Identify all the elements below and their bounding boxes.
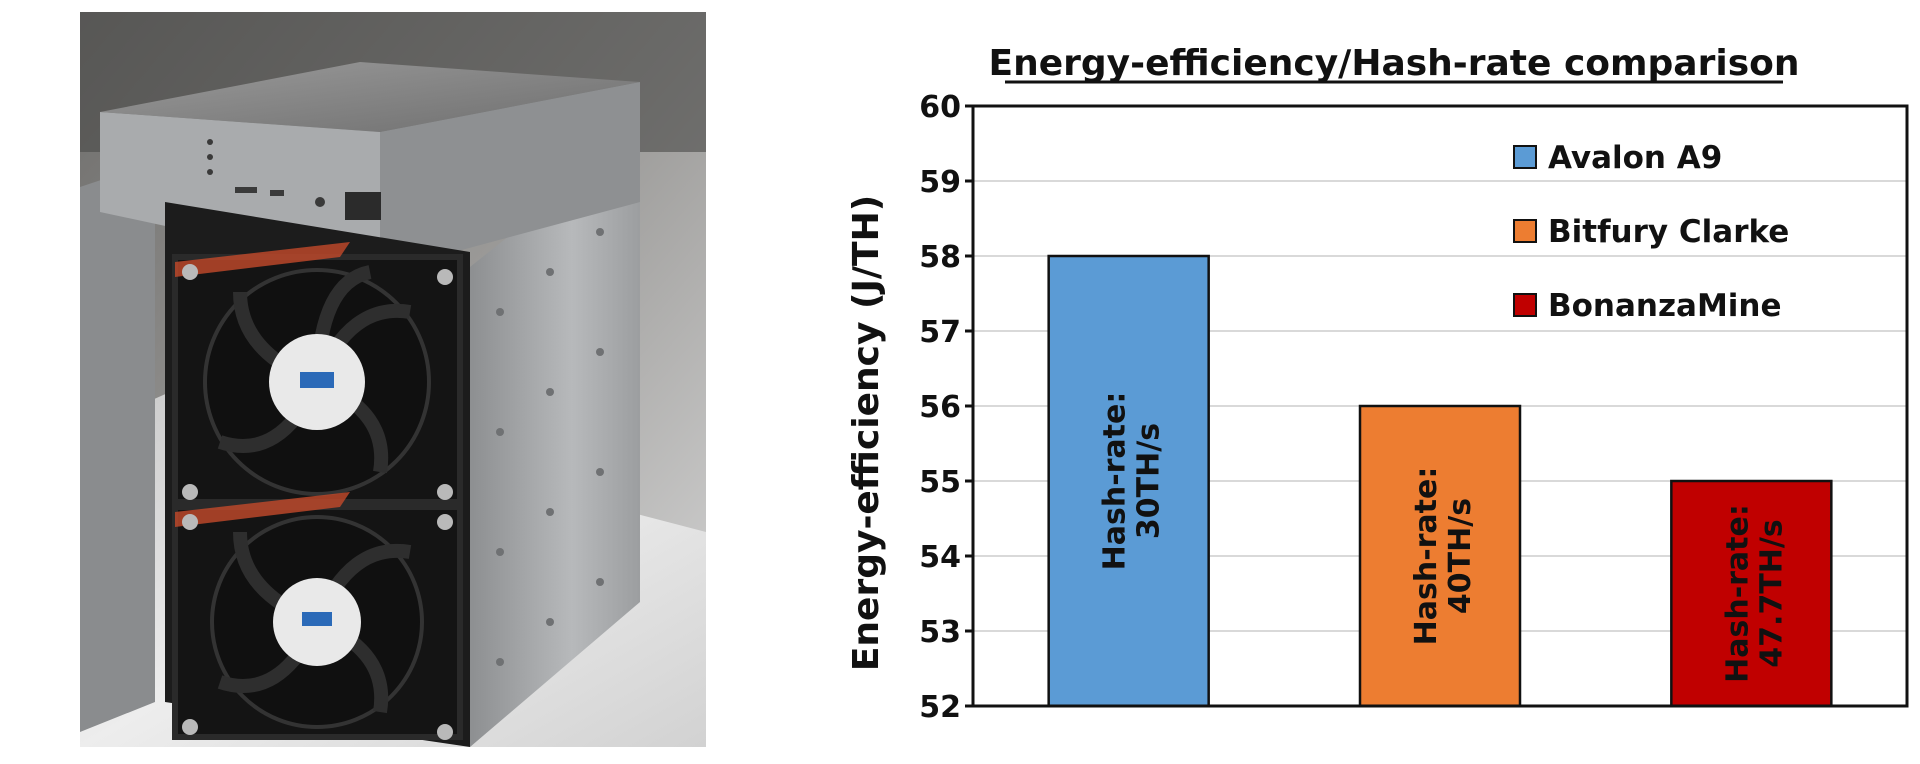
legend-swatch xyxy=(1513,145,1537,169)
bar-data-label-line: 47.7TH/s xyxy=(1754,519,1789,667)
y-tick-label: 52 xyxy=(919,690,961,725)
legend: Avalon A9 Bitfury Clarke BonanzaMine xyxy=(1513,140,1789,324)
bar-data-label-line: Hash-rate: xyxy=(1720,504,1755,683)
bar-data-label-line: Hash-rate: xyxy=(1409,467,1444,646)
mining-rig-photo xyxy=(80,12,706,747)
legend-label: BonanzaMine xyxy=(1548,288,1782,324)
bar-data-label-line: 40TH/s xyxy=(1443,498,1478,614)
bar-data-label-line: Hash-rate: xyxy=(1098,392,1133,571)
y-tick-label: 56 xyxy=(919,390,961,425)
y-tick-label: 59 xyxy=(919,165,961,200)
y-tick-label: 60 xyxy=(919,90,961,125)
bar-data-label-line: 30TH/s xyxy=(1132,423,1167,539)
y-tick-label: 58 xyxy=(919,240,961,275)
legend-label: Avalon A9 xyxy=(1548,140,1722,176)
bar-data-label: Hash-rate:40TH/s xyxy=(1409,467,1478,646)
y-tick-label: 54 xyxy=(919,540,961,575)
y-axis-label: Energy-efficiency (J/TH) xyxy=(846,195,887,671)
y-axis-ticks: 52 53 54 55 56 57 58 59 60 xyxy=(919,90,973,725)
y-tick-label: 57 xyxy=(919,315,961,350)
bar-avalon-a9 xyxy=(1047,254,1210,708)
bars: Hash-rate:30TH/s Hash-rate:40TH/s Hash-rat… xyxy=(1047,254,1833,708)
y-tick-label: 53 xyxy=(919,615,961,650)
bar-data-label: Hash-rate:30TH/s xyxy=(1098,392,1167,571)
bar-bitfury-clarke xyxy=(1358,404,1522,708)
fan-icon xyxy=(172,492,463,740)
legend-swatch xyxy=(1513,293,1537,317)
legend-label: Bitfury Clarke xyxy=(1548,214,1789,250)
plot-frame xyxy=(971,104,1909,708)
y-tick-label: 55 xyxy=(919,465,961,500)
bar-data-label: Hash-rate:47.7TH/s xyxy=(1720,504,1789,683)
bar-bonanzamine xyxy=(1670,479,1833,708)
chart-title: Energy-efficiency/Hash-rate comparison xyxy=(989,43,1800,84)
legend-swatch xyxy=(1513,219,1537,243)
